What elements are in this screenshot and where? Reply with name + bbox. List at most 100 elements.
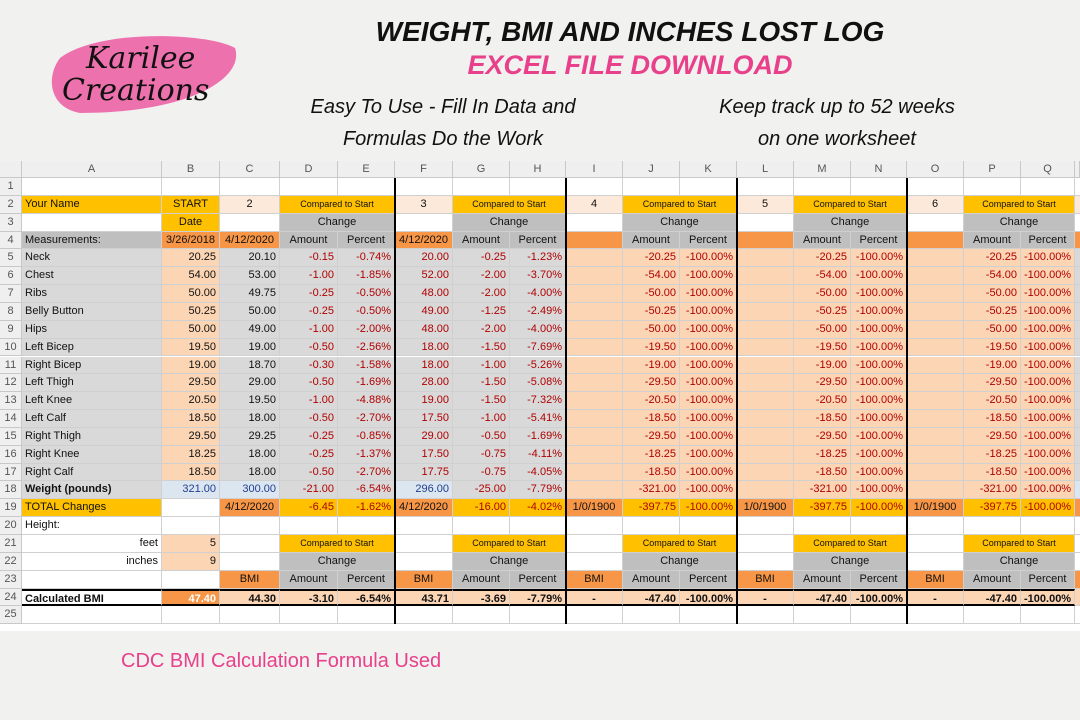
cell: [907, 392, 964, 411]
row-number: 19: [0, 499, 22, 518]
cell: [566, 320, 623, 339]
cell: [566, 535, 623, 553]
cell-text: 48.00: [395, 320, 453, 339]
cell-text: -100.00%: [1021, 356, 1075, 375]
cell-text: -100.00%: [680, 374, 737, 393]
cell: [1075, 481, 1080, 500]
cell-text: 17.50: [395, 445, 453, 464]
cell-text: 4: [566, 195, 623, 214]
cell: [566, 552, 623, 571]
cell-text: 4/12/2020: [395, 231, 453, 250]
cell-text: -0.15: [280, 249, 338, 268]
cell: [510, 606, 566, 625]
cell-text: -321.00: [964, 481, 1021, 500]
cell: [1075, 463, 1080, 482]
cell-text: -50.00: [964, 285, 1021, 303]
cell: [737, 285, 794, 303]
cell-text: Date: [162, 213, 220, 232]
cell-text: -100.00%: [851, 267, 907, 286]
section-divider: [736, 178, 738, 625]
cell-text: BMI: [907, 570, 964, 589]
cell-text: -2.00: [453, 320, 510, 339]
cell-text: -20.50: [964, 392, 1021, 411]
cell-text: 3: [395, 195, 453, 214]
cell-text: Chest: [22, 267, 162, 286]
cell: [907, 427, 964, 446]
cell-text: 296.00: [395, 481, 453, 500]
row-number: 1: [0, 178, 22, 196]
cell-text: -0.50%: [338, 285, 395, 303]
cell-text: Change: [964, 552, 1075, 571]
cell-text: -0.50: [280, 463, 338, 482]
cell: [395, 606, 453, 625]
cell-text: -50.00: [623, 285, 680, 303]
cell-text: -2.00%: [338, 320, 395, 339]
cell-text: Left Knee: [22, 392, 162, 411]
cell-text: -100.00%: [680, 463, 737, 482]
cell-text: 48.00: [395, 285, 453, 303]
cell: [280, 606, 338, 625]
cell: [566, 445, 623, 464]
cell-text: -397.75: [964, 499, 1021, 518]
column-header: D: [280, 161, 338, 178]
row-number: 23: [0, 570, 22, 589]
cell-text: Your Name: [22, 195, 162, 214]
cell: [162, 499, 220, 518]
cell: [851, 517, 907, 535]
column-header: N: [851, 161, 907, 178]
cell: [680, 517, 737, 535]
subtitle: EXCEL FILE DOWNLOAD: [467, 50, 793, 80]
cell: [907, 463, 964, 482]
cell-text: -47.40: [623, 588, 680, 607]
cell-text: Amount: [964, 570, 1021, 589]
cell-text: -2.56%: [338, 338, 395, 357]
cell-text: -5.08%: [510, 374, 566, 393]
logo: Karilee Creations: [51, 36, 237, 113]
cell: [566, 285, 623, 303]
cell: [510, 517, 566, 535]
row-number: 4: [0, 231, 22, 250]
cell-text: Percent: [1021, 570, 1075, 589]
cell-text: -100.00%: [1021, 481, 1075, 500]
cell: [1075, 249, 1080, 268]
cell-text: -2.49%: [510, 302, 566, 321]
logo-line1: Karilee: [85, 41, 195, 76]
cell-text: TOTAL Changes: [22, 499, 162, 518]
cell-text: -7.32%: [510, 392, 566, 411]
cell-text: -0.50: [280, 374, 338, 393]
cell: [623, 517, 680, 535]
cell-text: -20.25: [794, 249, 851, 268]
cell-text: -2.70%: [338, 463, 395, 482]
cell-text: Measurements:: [22, 231, 162, 250]
cell-text: -47.40: [794, 588, 851, 607]
cell-text: -100.00%: [851, 302, 907, 321]
cell-text: 18.00: [220, 445, 280, 464]
cell-text: 18.00: [220, 410, 280, 428]
cell-text: Percent: [338, 570, 395, 589]
cell-text: 6: [907, 195, 964, 214]
cell-text: 28.00: [395, 374, 453, 393]
cell-text: Amount: [453, 231, 510, 250]
cell-text: Change: [964, 213, 1075, 232]
cell-text: BMI: [220, 570, 280, 589]
row-number: 16: [0, 445, 22, 464]
cell: [907, 338, 964, 357]
cell-text: 19.00: [220, 338, 280, 357]
cell-text: Right Calf: [22, 463, 162, 482]
column-header: Q: [1021, 161, 1075, 178]
row-number: 17: [0, 463, 22, 482]
cell-text: -100.00%: [1021, 588, 1075, 607]
cell: [964, 606, 1021, 625]
cell-text: Compared to Start: [453, 535, 566, 553]
cell: [737, 213, 794, 232]
row-number: 8: [0, 302, 22, 321]
cell-text: 17.50: [395, 410, 453, 428]
cell-text: Compared to Start: [623, 195, 737, 214]
title: WEIGHT, BMI AND INCHES LOST LOG: [375, 16, 885, 47]
cell: [395, 535, 453, 553]
cell: [1075, 320, 1080, 339]
cell-text: inches: [22, 552, 162, 571]
cell: [566, 302, 623, 321]
cell-text: 18.70: [220, 356, 280, 375]
